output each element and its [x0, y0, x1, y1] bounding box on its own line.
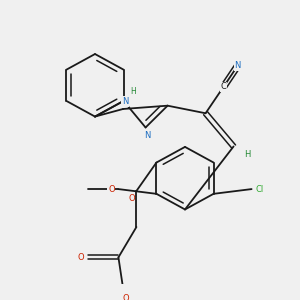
Text: Cl: Cl: [256, 184, 264, 194]
Text: O: O: [128, 194, 135, 203]
Text: N: N: [144, 130, 151, 140]
Text: C: C: [220, 82, 226, 91]
Text: N: N: [234, 61, 241, 70]
Text: H: H: [244, 149, 251, 158]
Text: O: O: [108, 184, 115, 194]
Text: H: H: [130, 87, 136, 96]
Text: N: N: [122, 97, 128, 106]
Text: O: O: [77, 253, 84, 262]
Text: O: O: [122, 294, 129, 300]
